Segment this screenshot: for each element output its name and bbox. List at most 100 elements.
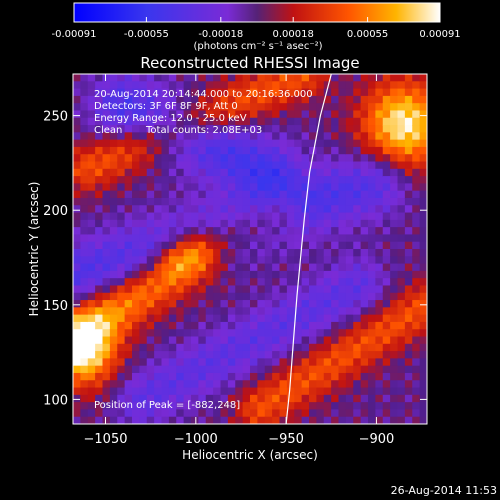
heatmap-cell [117,81,126,90]
heatmap-cell [397,307,406,316]
heatmap-cell [87,197,96,206]
heatmap-cell [176,205,185,214]
heatmap-cell [353,183,362,192]
heatmap-cell [227,139,236,148]
heatmap-cell [360,343,369,352]
heatmap-cell [272,314,281,323]
heatmap-cell [264,358,273,367]
heatmap-cell [242,387,251,396]
heatmap-cell [168,321,177,330]
heatmap-cell [235,132,244,141]
heatmap-cell [198,394,207,403]
heatmap-cell [272,125,281,133]
heatmap-cell [213,263,222,272]
heatmap-cell [338,219,347,228]
energy-range-label: Energy Range: 12.0 - 25.0 keV [94,113,247,124]
heatmap-cell [301,351,310,359]
heatmap-cell [316,278,325,287]
heatmap-cell [213,278,222,287]
heatmap-cell [124,351,133,359]
heatmap-cell [132,168,140,177]
heatmap-cell [368,219,376,228]
heatmap-cell [235,402,244,411]
heatmap-cell [331,336,340,345]
heatmap-cell [242,161,251,170]
heatmap-cell [375,176,384,184]
heatmap-cell [360,380,369,389]
heatmap-cell [412,234,421,243]
heatmap-cell [375,81,384,90]
heatmap-cell [331,372,340,381]
heatmap-cell [124,132,133,141]
heatmap-cell [124,365,133,374]
heatmap-cell [146,125,155,133]
heatmap-cell [250,372,258,381]
heatmap-cell [338,358,347,367]
heatmap-cell [404,183,413,192]
heatmap-cell [412,270,421,279]
heatmap-cell [198,314,207,323]
heatmap-cell [213,81,222,90]
heatmap-cell [242,292,251,301]
heatmap-cell [124,416,133,424]
heatmap-cell [309,88,317,97]
heatmap-cell [198,321,207,330]
heatmap-cell [309,125,317,133]
heatmap-cell [117,256,126,265]
heatmap-cell [323,103,332,112]
heatmap-cell [117,146,126,155]
heatmap-cell [382,358,391,367]
heatmap-cell [264,402,273,411]
heatmap-cell [168,212,177,221]
heatmap-cell [368,110,376,119]
heatmap-cell [360,387,369,396]
heatmap-cell [345,241,354,250]
heatmap-cell [227,300,236,308]
heatmap-cell [154,249,163,257]
heatmap-cell [87,270,96,279]
heatmap-cell [316,103,325,112]
heatmap-cell [87,300,96,308]
heatmap-cell [397,197,406,206]
heatmap-cell [220,321,229,330]
heatmap-cell [390,321,399,330]
heatmap-cell [80,241,89,250]
heatmap-cell [161,402,170,411]
heatmap-cell [95,416,104,424]
heatmap-cell [191,409,199,418]
heatmap-cell [345,270,354,279]
heatmap-cell [154,212,163,221]
heatmap-cell [183,176,192,184]
heatmap-cell [220,74,229,82]
heatmap-cell [264,146,273,155]
heatmap-cell [286,351,295,359]
heatmap-cell [198,110,207,119]
heatmap-cell [191,372,199,381]
heatmap-cell [272,154,281,163]
heatmap-cell [272,372,281,381]
heatmap-cell [257,146,266,155]
heatmap-cell [412,241,421,250]
heatmap-cell [139,176,148,184]
heatmap-cell [309,81,317,90]
heatmap-cell [301,343,310,352]
heatmap-cell [301,365,310,374]
heatmap-cell [205,227,214,236]
heatmap-cell [80,292,89,301]
heatmap-cell [191,343,199,352]
heatmap-cell [404,146,413,155]
heatmap-cell [375,292,384,301]
heatmap-cell [80,190,89,199]
heatmap-cell [161,190,170,199]
heatmap-cell [146,358,155,367]
heatmap-cell [279,146,288,155]
heatmap-cell [183,394,192,403]
heatmap-cell [183,117,192,126]
heatmap-cell [316,256,325,265]
heatmap-cell [102,103,111,112]
heatmap-cell [412,146,421,155]
heatmap-cell [80,307,89,316]
heatmap-cell [397,219,406,228]
heatmap-cell [176,394,185,403]
